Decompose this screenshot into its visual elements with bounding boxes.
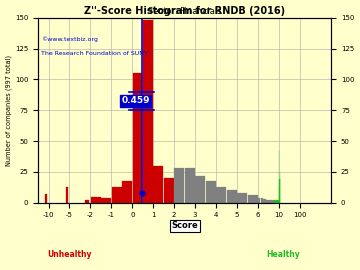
Bar	[122, 181, 132, 203]
Bar	[276, 200, 279, 203]
Bar	[266, 200, 268, 203]
Bar	[258, 198, 261, 203]
Bar	[206, 181, 216, 203]
Bar	[274, 200, 276, 203]
Text: 0.459: 0.459	[121, 96, 150, 106]
Bar	[248, 195, 258, 203]
X-axis label: Score: Score	[171, 221, 198, 230]
Bar	[45, 194, 48, 203]
Bar	[91, 197, 100, 203]
Bar	[143, 20, 153, 203]
Bar	[261, 198, 263, 203]
Bar	[269, 200, 271, 203]
Bar	[112, 187, 122, 203]
Bar	[237, 193, 247, 203]
Y-axis label: Number of companies (997 total): Number of companies (997 total)	[5, 55, 12, 166]
Bar	[153, 166, 163, 203]
Text: Sector: Financials: Sector: Financials	[148, 7, 221, 16]
Bar	[195, 176, 205, 203]
Bar	[216, 187, 226, 203]
Bar	[263, 199, 266, 203]
Bar	[271, 200, 274, 203]
Title: Z''-Score Histogram for RNDB (2016): Z''-Score Histogram for RNDB (2016)	[84, 6, 285, 16]
Text: Healthy: Healthy	[267, 250, 300, 259]
Text: Unhealthy: Unhealthy	[47, 250, 92, 259]
Bar	[227, 190, 237, 203]
Bar	[164, 178, 174, 203]
Bar	[85, 200, 89, 203]
Bar	[175, 168, 184, 203]
Bar	[132, 73, 143, 203]
Text: The Research Foundation of SUNY: The Research Foundation of SUNY	[41, 51, 148, 56]
Bar	[101, 198, 111, 203]
Text: ©www.textbiz.org: ©www.textbiz.org	[41, 36, 98, 42]
Bar	[185, 168, 195, 203]
Bar	[66, 187, 68, 203]
